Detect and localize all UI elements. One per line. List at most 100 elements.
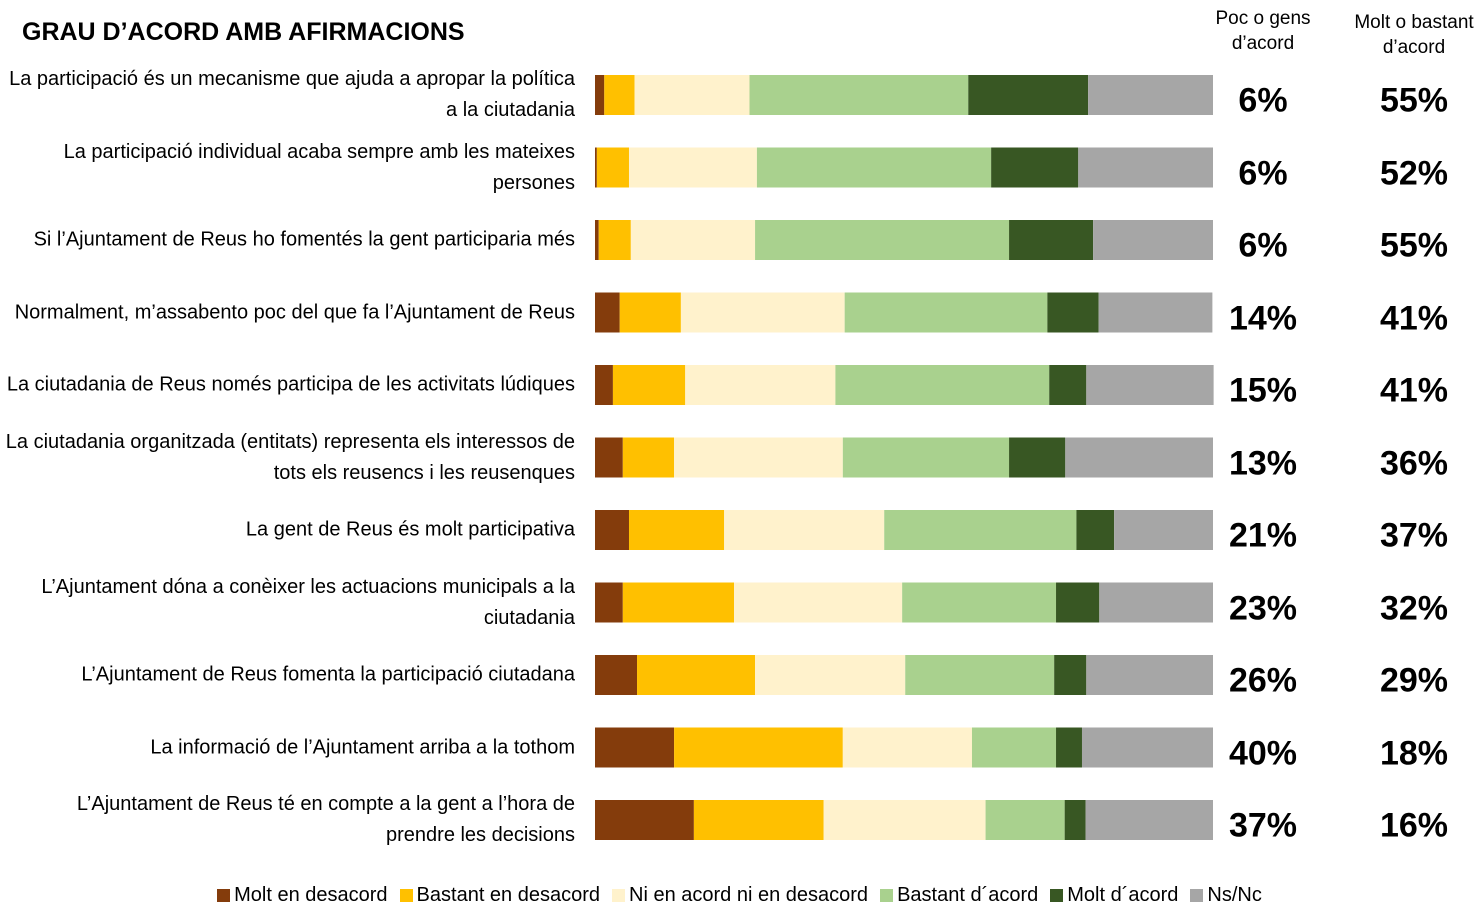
bar-segment: [1081, 727, 1213, 768]
bar-segment: [595, 800, 694, 840]
bar-segment: [884, 510, 1077, 550]
column-header: Molt o bastant d’acord: [1354, 12, 1474, 58]
bar-segment: [902, 582, 1057, 623]
summary-value: 36%: [1379, 444, 1449, 482]
legend-label: Ni en acord ni en desacord: [629, 884, 869, 906]
bar-segment: [905, 655, 1055, 695]
legend-label: Molt d´acord: [1067, 884, 1179, 906]
bar-segment: [985, 800, 1065, 840]
summary-value: 41%: [1379, 371, 1449, 410]
legend: Molt en desacord Bastant en desacord Ni en…: [0, 884, 1479, 907]
category-label: L’Ajuntament de Reus fomenta la particip…: [81, 663, 575, 686]
bar-segment: [755, 220, 1010, 260]
bar-segment: [595, 582, 623, 623]
summary-value: 41%: [1379, 299, 1449, 337]
bar-segment: [1086, 365, 1214, 405]
bar-segment: [637, 655, 756, 695]
bar-segment: [595, 655, 638, 695]
category-label: L’Ajuntament de Reus té en compte a la g…: [76, 793, 575, 846]
bar-segment: [842, 437, 1010, 478]
bar-segment: [1049, 365, 1087, 405]
bar-segment: [595, 147, 597, 188]
legend-swatch: [880, 889, 894, 902]
category-label: La gent de Reus és molt participativa: [245, 518, 575, 541]
legend-swatch: [399, 889, 413, 902]
bar-segment: [1009, 220, 1094, 260]
summary-value: 52%: [1379, 154, 1449, 192]
category-label: La participació és un mecanisme que ajud…: [9, 68, 575, 121]
bar-segment: [991, 147, 1079, 188]
chart-title: GRAU D’ACORD AMB AFIRMACIONS: [22, 18, 465, 46]
bar-segment: [1098, 292, 1213, 333]
bar-segment: [622, 437, 675, 478]
bar-segment: [1056, 582, 1100, 623]
summary-value: 6%: [1238, 81, 1288, 120]
summary-value: 29%: [1379, 661, 1449, 700]
bar-segment: [595, 510, 629, 550]
bar-segment: [1114, 510, 1213, 550]
bar-segment: [734, 582, 903, 623]
bar-segment: [595, 727, 675, 768]
category-label: La informació de l’Ajuntament arriba a l…: [150, 736, 575, 758]
bar-segment: [1009, 437, 1066, 478]
legend-item: Molt d´acord: [1050, 884, 1178, 907]
legend-item: Bastant en desacord: [399, 884, 601, 907]
category-label: La ciutadania organitzada (entitats) rep…: [5, 430, 575, 484]
bar-segment: [835, 365, 1050, 405]
legend-label: Molt en desacord: [234, 884, 388, 906]
bar-segment: [680, 292, 845, 333]
bar-segment: [1054, 655, 1087, 695]
category-label: L’Ajuntament dóna a conèixer les actuaci…: [41, 575, 575, 629]
bar-segment: [1099, 582, 1213, 623]
bar-segment: [1088, 75, 1213, 115]
bar-segment: [755, 655, 906, 695]
legend-item: Ns/Nc: [1190, 884, 1262, 907]
legend-label: Bastant d´acord: [897, 884, 1039, 906]
bar-segment: [1076, 510, 1115, 550]
bar-segment: [1093, 220, 1213, 260]
bar-segment: [595, 365, 613, 405]
summary-value: 13%: [1228, 444, 1298, 482]
category-label: La ciutadania de Reus només participa de…: [6, 373, 575, 396]
bar-segment: [844, 292, 1048, 333]
bar-segment: [595, 220, 599, 260]
summary-value: 32%: [1379, 589, 1449, 627]
bar-segment: [1047, 292, 1099, 333]
summary-value: 18%: [1379, 734, 1449, 772]
bar-segment: [1086, 655, 1213, 695]
bar-segment: [823, 800, 986, 840]
legend-swatch: [217, 889, 231, 902]
legend-item: Ni en acord ni en desacord: [612, 884, 868, 907]
summary-value: 6%: [1238, 154, 1288, 192]
bar-segment: [1065, 437, 1213, 478]
bar-segment: [968, 75, 1089, 115]
bar-segment: [674, 727, 843, 768]
category-label: Si l’Ajuntament de Reus ho fomentés la g…: [33, 228, 575, 251]
legend-swatch: [612, 889, 626, 902]
bar-segment: [1085, 800, 1213, 840]
summary-value: 6%: [1238, 226, 1288, 265]
summary-value: 55%: [1379, 226, 1449, 265]
bar-segment: [842, 727, 972, 768]
summary-value: 40%: [1228, 734, 1298, 772]
legend-swatch: [1190, 889, 1204, 902]
summary-value: 14%: [1228, 299, 1298, 337]
bar-segment: [628, 510, 725, 550]
bar-segment: [1078, 147, 1213, 188]
bar-segment: [595, 75, 605, 115]
bar-segment: [685, 365, 836, 405]
bar-segment: [595, 292, 620, 333]
bar-segment: [674, 437, 843, 478]
summary-value: 15%: [1228, 371, 1298, 410]
bar-segment: [693, 800, 824, 840]
bar-segment: [628, 147, 757, 188]
bar-segment: [596, 147, 629, 188]
bar-segment: [598, 220, 631, 260]
bar-segment: [749, 75, 969, 115]
bar-segment: [595, 437, 623, 478]
column-header: Poc o gens d’acord: [1215, 8, 1311, 54]
summary-value: 37%: [1228, 806, 1298, 845]
legend-label: Bastant en desacord: [416, 884, 601, 906]
